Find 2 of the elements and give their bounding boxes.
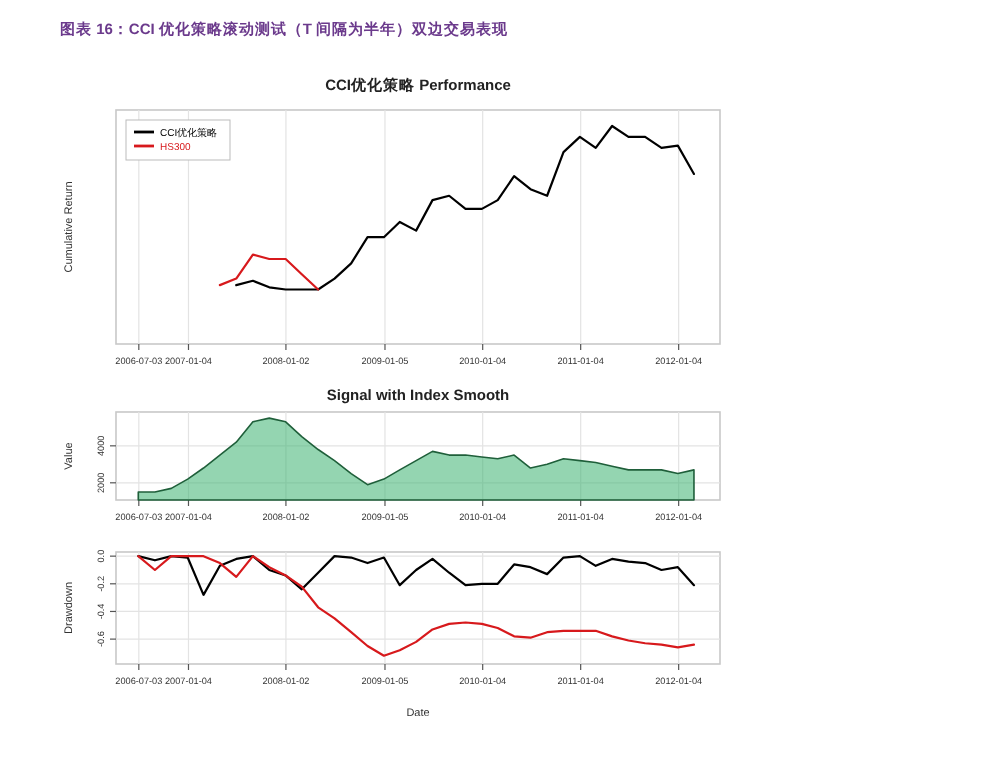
line-series bbox=[137, 555, 696, 596]
line-series bbox=[137, 555, 696, 657]
